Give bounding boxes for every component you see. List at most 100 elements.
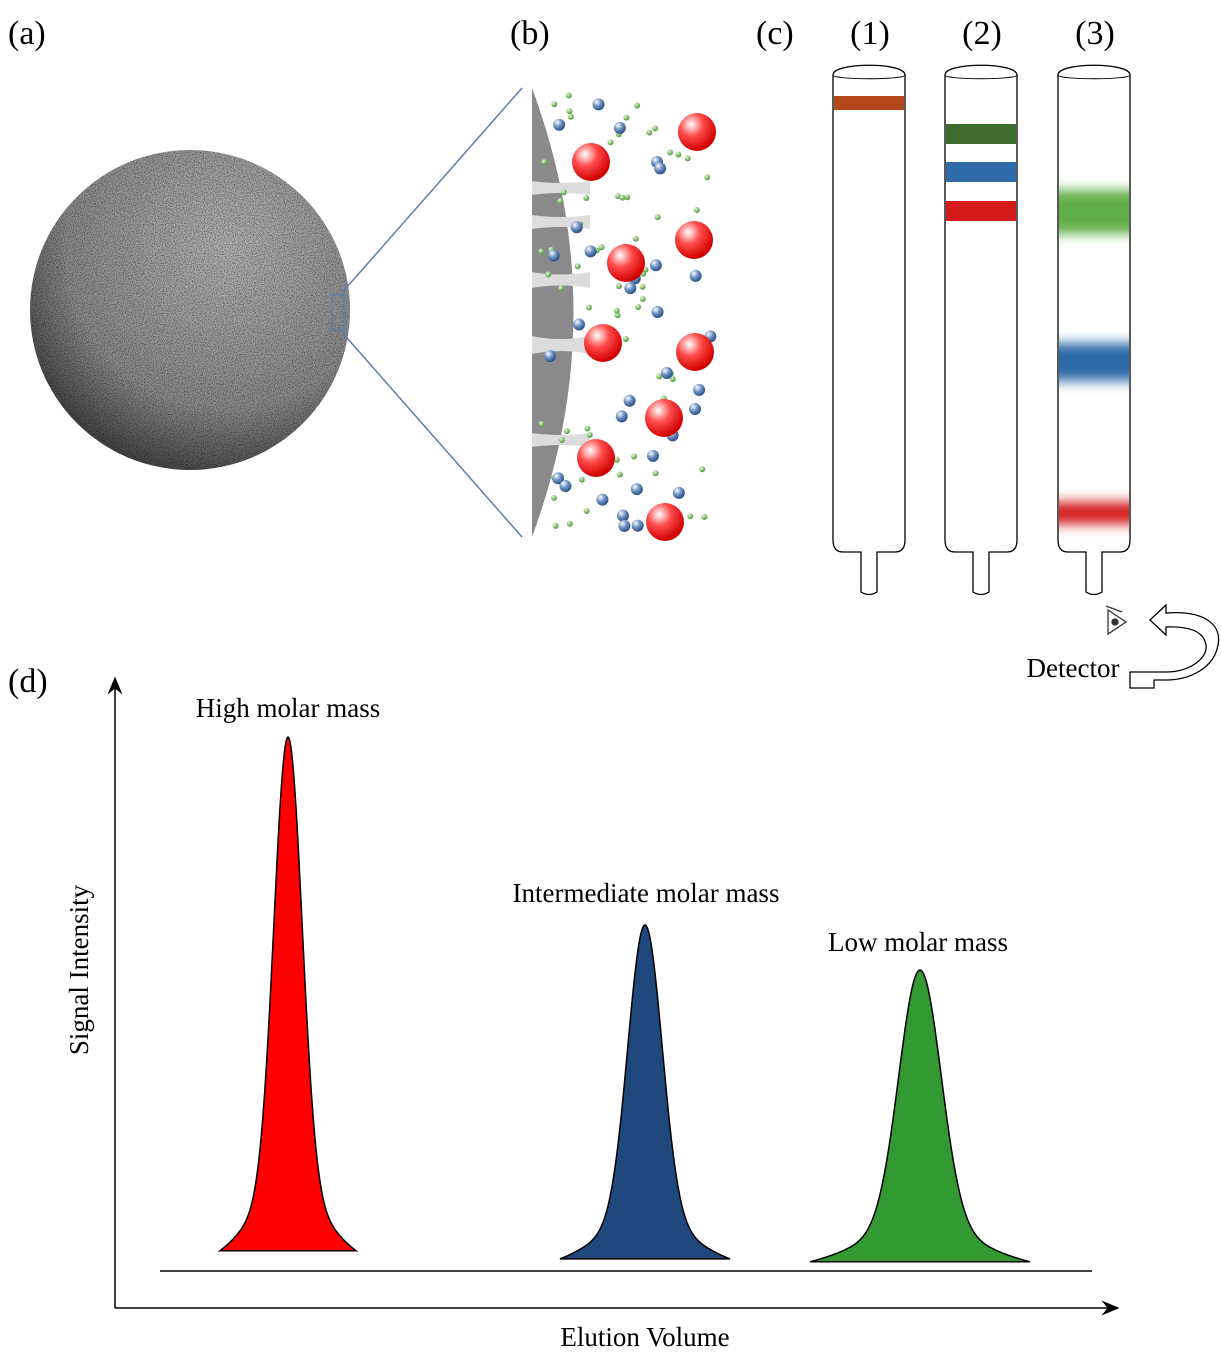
medium-particle [647, 450, 659, 462]
medium-particle [571, 221, 583, 233]
x-axis-label: Elution Volume [560, 1322, 729, 1352]
small-particle [586, 304, 592, 310]
column-cap [1058, 75, 1130, 79]
small-particle [631, 453, 637, 459]
small-particle [694, 207, 700, 213]
medium-particle [544, 350, 556, 362]
small-particle [699, 466, 705, 472]
large-particle [645, 399, 683, 437]
small-particle [653, 470, 659, 476]
large-particle [584, 324, 622, 362]
small-particle [553, 523, 559, 529]
peak [220, 737, 356, 1251]
peak [810, 970, 1030, 1262]
medium-particle [553, 119, 565, 131]
medium-particle [624, 282, 636, 294]
small-particle [561, 189, 567, 195]
panel-label: (a) [8, 15, 46, 52]
small-particle [538, 421, 544, 427]
small-particle [551, 101, 557, 107]
medium-particle [585, 245, 597, 257]
small-particle [675, 151, 681, 157]
medium-particle [617, 510, 629, 522]
large-particle [646, 503, 684, 541]
porous-bead [30, 150, 350, 470]
band [946, 201, 1016, 221]
medium-particle [632, 520, 644, 532]
small-particle [623, 336, 629, 342]
small-particle [566, 92, 572, 98]
small-particle [617, 471, 623, 477]
small-particle [667, 149, 673, 155]
detector-arrow [1130, 605, 1219, 688]
large-particle [678, 113, 716, 151]
small-particle [619, 195, 625, 201]
band [946, 162, 1016, 182]
small-particle [559, 437, 565, 443]
small-particle [568, 114, 574, 120]
small-particle [599, 244, 605, 250]
small-particle [623, 115, 629, 121]
band [946, 124, 1016, 144]
small-particle [575, 263, 581, 269]
medium-particle [690, 270, 702, 282]
band [834, 96, 904, 110]
large-particle [675, 221, 713, 259]
detector-icon [1106, 606, 1126, 634]
small-particle [635, 304, 641, 310]
small-particle [608, 139, 614, 145]
medium-particle [614, 122, 626, 134]
panel-label: (d) [8, 663, 48, 700]
band [1059, 343, 1129, 381]
medium-particle [559, 480, 571, 492]
y-axis-label: Signal Intensity [64, 884, 94, 1055]
small-particle [640, 296, 646, 302]
small-particle [541, 159, 547, 165]
detector-label: Detector [1027, 653, 1120, 683]
band [1059, 190, 1129, 234]
small-particle [614, 308, 620, 314]
small-particle [538, 249, 544, 255]
small-particle [646, 130, 652, 136]
small-particle [633, 236, 639, 242]
medium-particle [624, 395, 636, 407]
medium-particle [652, 306, 664, 318]
medium-particle [616, 410, 628, 422]
column-cap [833, 75, 905, 79]
small-particle [634, 102, 640, 108]
medium-particle [596, 494, 608, 506]
small-particle [587, 432, 593, 438]
small-particle [584, 508, 590, 514]
small-particle [584, 425, 590, 431]
column [833, 65, 905, 594]
small-particle [701, 514, 707, 520]
figure: (a) (b) (c) (d) (1) (2) (3) Detector Hig… [0, 0, 1221, 1354]
medium-particle [593, 98, 605, 110]
small-particle [558, 285, 564, 291]
pore-detail [532, 88, 716, 541]
medium-particle [689, 403, 701, 415]
medium-particle [661, 367, 673, 379]
medium-particle [573, 319, 585, 331]
peak-label: Intermediate molar mass [513, 878, 780, 908]
peak-label: Low molar mass [828, 927, 1008, 957]
band [1059, 502, 1129, 524]
column [945, 65, 1017, 594]
column-label: (2) [962, 15, 1002, 52]
peaks [220, 737, 1030, 1262]
medium-particle [673, 487, 685, 499]
zoom-line [340, 88, 522, 295]
small-particle [579, 477, 585, 483]
small-particle [655, 214, 661, 220]
small-particle [704, 174, 710, 180]
panel-label: (b) [510, 15, 550, 52]
small-particle [652, 125, 658, 131]
medium-particle [548, 250, 560, 262]
column-label: (1) [850, 15, 890, 52]
small-particle [640, 284, 646, 290]
zoom-line [340, 330, 522, 537]
medium-particle [631, 483, 643, 495]
medium-particle [654, 162, 666, 174]
column-cap [945, 75, 1017, 79]
peak [560, 925, 730, 1259]
